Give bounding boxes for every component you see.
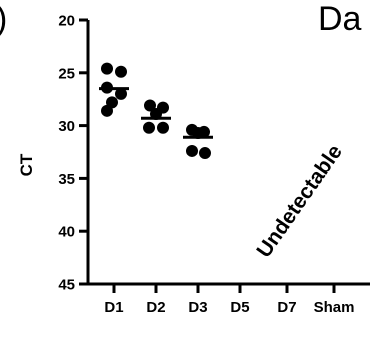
data-point <box>157 121 169 134</box>
data-points <box>101 62 211 160</box>
data-point <box>144 99 156 112</box>
y-ticks: 20 25 30 35 40 45 <box>58 13 88 294</box>
mean-lines <box>99 87 213 139</box>
y-tick-label: 45 <box>58 277 75 294</box>
y-tick-label: 25 <box>58 65 75 82</box>
x-tick-label: D7 <box>277 299 296 316</box>
chart-title: Da <box>318 0 362 38</box>
panel-label: ) <box>0 0 7 38</box>
undetectable-annotation: Undetectable <box>252 141 346 262</box>
y-tick-label: 35 <box>58 171 75 188</box>
x-tick-label: D1 <box>104 299 123 316</box>
x-tick-label: D5 <box>230 299 249 316</box>
data-point <box>115 65 127 78</box>
x-tick-label: D2 <box>146 299 165 316</box>
x-tick-label: D3 <box>188 299 207 316</box>
x-ticks: D1 D2 D3 D5 D7 Sham <box>104 284 354 316</box>
data-point <box>101 104 113 117</box>
y-axis-label: CT <box>17 153 36 176</box>
y-tick-label: 40 <box>58 224 75 241</box>
data-point <box>199 147 211 160</box>
x-tick-label: Sham <box>314 299 355 316</box>
y-tick-label: 20 <box>58 13 75 30</box>
data-point <box>115 87 127 100</box>
data-point <box>186 144 198 157</box>
y-tick-label: 30 <box>58 118 75 135</box>
data-point <box>143 121 155 134</box>
axes <box>86 20 370 286</box>
data-point <box>101 62 113 75</box>
